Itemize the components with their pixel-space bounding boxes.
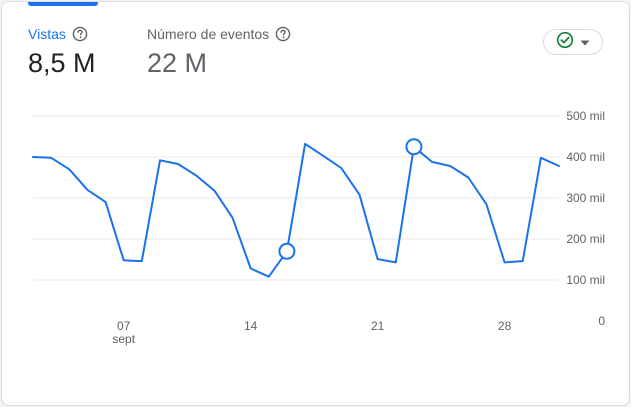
highlight-point — [405, 138, 423, 156]
highlight-point — [278, 242, 296, 260]
x-tick-label: 14 — [244, 319, 258, 333]
caret-down-icon — [580, 33, 590, 51]
status-filter-button[interactable] — [543, 29, 603, 55]
y-tick-label: 400 mil — [566, 150, 605, 164]
x-tick-label: 28 — [498, 319, 512, 333]
x-tick-label: 21 — [371, 319, 385, 333]
y-tick-label: 0 — [598, 314, 605, 328]
help-icon[interactable] — [275, 26, 291, 42]
y-tick-label: 500 mil — [566, 109, 605, 123]
check-circle-icon — [556, 31, 574, 54]
help-icon[interactable] — [72, 26, 88, 42]
selected-metric-indicator — [28, 2, 98, 6]
y-tick-label: 100 mil — [566, 273, 605, 287]
metric-value-views: 8,5 M — [28, 48, 96, 78]
metric-label-event-count: Número de eventos — [147, 26, 270, 42]
y-tick-label: 300 mil — [566, 191, 605, 205]
x-tick-sublabel: sept — [112, 332, 135, 346]
x-tick-label: 07 — [117, 319, 131, 333]
metric-value-event-count: 22 M — [147, 48, 208, 78]
y-tick-label: 200 mil — [566, 232, 605, 246]
metric-tab-views[interactable]: Vistas 8,5 M — [28, 26, 96, 78]
metric-label-views: Vistas — [28, 26, 66, 42]
series-line — [32, 142, 560, 278]
metric-tab-event-count[interactable]: Número de eventos 22 M — [147, 26, 291, 78]
